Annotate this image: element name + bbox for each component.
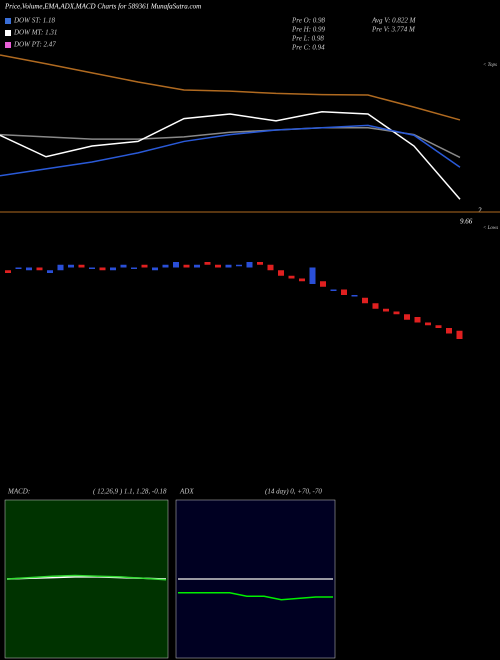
stat: Pre L: 0.98 <box>291 35 324 43</box>
stat: Pre H: 0.99 <box>291 26 325 34</box>
series-line <box>0 54 461 121</box>
candle-body <box>446 328 452 334</box>
candle-body <box>57 264 64 271</box>
candle-body <box>204 262 211 265</box>
candle-body <box>330 289 337 291</box>
price-label: 9.66 <box>460 218 473 226</box>
legend-label: DOW ST: 1.18 <box>13 17 56 25</box>
candle-body <box>309 267 316 284</box>
candle-body <box>299 278 305 282</box>
candle-body <box>456 330 463 339</box>
candle-body <box>435 325 442 328</box>
candle-body <box>47 270 53 273</box>
candle-body <box>278 270 284 276</box>
candle-body <box>267 264 274 271</box>
panel-subtitle: (14 day) 0, +70, -70 <box>265 488 322 496</box>
panel-title: ADX <box>179 488 194 496</box>
panel-title: MACD: <box>7 488 30 496</box>
candle-body <box>425 322 431 326</box>
candle-body <box>372 303 379 309</box>
candle-body <box>341 289 347 295</box>
candle-body <box>362 297 368 304</box>
candle-body <box>236 264 242 267</box>
candle-body <box>393 311 400 315</box>
candle-body <box>246 262 253 268</box>
candle-body <box>288 275 295 279</box>
candle-body <box>257 262 263 265</box>
candle-body <box>5 270 11 273</box>
lows-label: < Lows <box>483 226 498 231</box>
legend-swatch <box>5 30 11 36</box>
candle-body <box>131 267 137 269</box>
stat: Pre C: 0.94 <box>291 44 325 52</box>
candle-body <box>89 267 95 269</box>
series-line <box>0 110 461 200</box>
candle-body <box>225 264 232 268</box>
price-label: 2 <box>478 207 482 215</box>
stat: Pre V: 3.774 M <box>371 26 416 34</box>
series-line <box>178 592 333 601</box>
candle-body <box>120 264 127 268</box>
candle-body <box>414 317 421 323</box>
legend-swatch <box>5 42 11 48</box>
candle-body <box>215 264 221 268</box>
panel-subtitle: ( 12,26,9 ) 1.1, 1.28, -0.18 <box>93 488 167 496</box>
candle-body <box>110 267 116 271</box>
candle-body <box>351 295 358 297</box>
candle-body <box>320 281 326 287</box>
legend-label: DOW PT: 2.47 <box>13 41 56 49</box>
candle-body <box>15 267 22 269</box>
candle-body <box>183 264 190 268</box>
candle-body <box>162 264 169 268</box>
series-line <box>0 126 461 159</box>
series-line <box>6 574 167 581</box>
candle-body <box>78 264 85 268</box>
candle-body <box>26 267 32 271</box>
candle-body <box>383 308 389 312</box>
stat: Avg V: 0.822 M <box>371 17 417 25</box>
candle-body <box>99 267 106 271</box>
panel-bg <box>4 499 169 659</box>
chart-title: Price,Volume,EMA,ADX,MACD Charts for 589… <box>4 3 201 11</box>
legend-label: DOW MT: 1.31 <box>13 29 57 37</box>
candle-body <box>36 267 43 271</box>
candle-body <box>404 314 410 320</box>
candle-body <box>194 264 200 268</box>
candle-body <box>173 262 179 268</box>
series-line <box>0 124 461 177</box>
stat: Pre O: 0.98 <box>291 17 325 25</box>
candle-body <box>141 264 148 268</box>
candle-body <box>68 264 74 268</box>
candle-body <box>152 267 158 271</box>
tops-label: < Tops <box>483 63 497 68</box>
legend-swatch <box>5 18 11 24</box>
